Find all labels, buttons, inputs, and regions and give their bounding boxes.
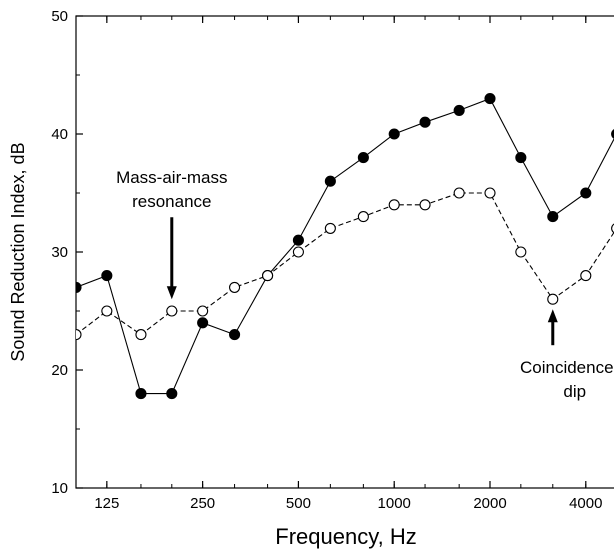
series-2-point <box>76 329 82 341</box>
series-1-point <box>76 281 82 293</box>
series-1-point <box>357 152 369 164</box>
annotation-coincidence-label: Coincidence <box>520 358 614 377</box>
series-2-point <box>453 187 465 199</box>
x-tick-label: 250 <box>190 495 215 512</box>
series-2-point <box>262 270 274 282</box>
series-2-point <box>135 329 147 341</box>
series-layer <box>76 93 614 400</box>
y-tick-label: 40 <box>51 126 68 143</box>
x-tick-label: 500 <box>286 495 311 512</box>
series-1-point <box>197 317 209 329</box>
annotation-resonance-label: Mass-air-mass <box>116 168 227 187</box>
series-1-point <box>453 104 465 116</box>
series-2-point <box>324 222 336 234</box>
series-2-point <box>357 211 369 223</box>
series-2-point <box>292 246 304 258</box>
series-1-point <box>388 128 400 140</box>
x-tick-label: 4000 <box>569 495 602 512</box>
plot-area-frame <box>75 15 614 489</box>
annotation-resonance-label: resonance <box>132 192 211 211</box>
series-1-point <box>547 211 559 223</box>
series-1-point <box>611 129 614 139</box>
series-2-point <box>515 246 527 258</box>
series-2-point <box>229 281 241 293</box>
y-tick-label: 20 <box>51 362 68 379</box>
annotation-resonance-arrow-head <box>166 286 177 300</box>
series-2-line <box>76 192 614 336</box>
x-tick-label: 1000 <box>378 495 411 512</box>
x-tick-label: 2000 <box>473 495 506 512</box>
series-2-point <box>611 223 614 234</box>
series-1-point <box>324 175 336 187</box>
series-1-line <box>76 97 614 395</box>
series-2-point <box>197 305 209 317</box>
series-1-point <box>292 234 304 246</box>
series-1-point <box>484 93 496 105</box>
series-2-point <box>166 305 178 317</box>
y-tick-label: 30 <box>51 244 68 261</box>
series-1-point <box>135 388 147 400</box>
annotation-coincidence-arrow-head <box>547 309 558 323</box>
y-tick-label: 50 <box>51 8 68 25</box>
series-1-point <box>166 388 178 400</box>
series-1-point <box>229 329 241 341</box>
series-2-point <box>547 293 559 305</box>
series-1-point <box>580 187 592 199</box>
annotation-coincidence-label: dip <box>563 382 586 401</box>
series-1-point <box>101 270 113 282</box>
x-tick-label: 125 <box>94 495 119 512</box>
y-axis-ticks: 10 20 30 40 50 <box>51 8 83 497</box>
series-1-point <box>419 116 431 128</box>
series-2-point <box>580 270 592 282</box>
y-tick-label: 10 <box>51 480 68 497</box>
series-1-point <box>515 152 527 164</box>
series-2-point <box>101 305 113 317</box>
y-axis-title: Sound Reduction Index, dB <box>8 142 28 361</box>
x-axis-ticks: 125 250 500 1000 2000 4000 <box>75 16 602 512</box>
series-2-point <box>484 187 496 199</box>
x-axis-title: Frequency, Hz <box>275 524 416 549</box>
series-2-point <box>419 199 431 211</box>
annotation-layer: Mass-air-mass resonance Coincidence dip <box>116 168 613 401</box>
series-2-point <box>388 199 400 211</box>
